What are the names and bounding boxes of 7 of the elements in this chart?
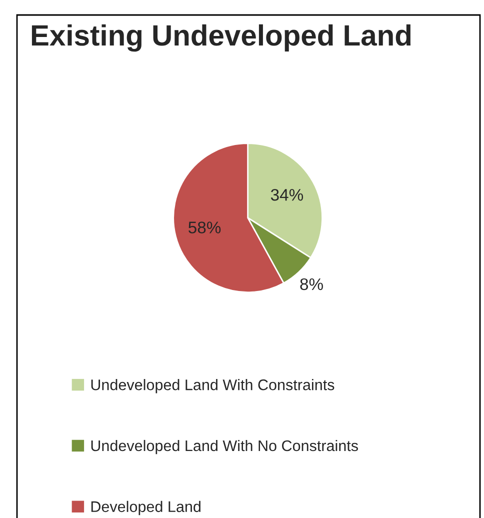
legend-label: Undeveloped Land With Constraints [91, 379, 334, 394]
legend-label: Undeveloped Land With No Constraints [91, 440, 358, 454]
data-label: 34% [270, 188, 304, 201]
data-label: 58% [188, 222, 221, 234]
legend-label: Developed Land [91, 500, 200, 516]
data-label: 8% [300, 278, 323, 290]
chart-title: Existing Undeveloped Land [32, 24, 411, 52]
